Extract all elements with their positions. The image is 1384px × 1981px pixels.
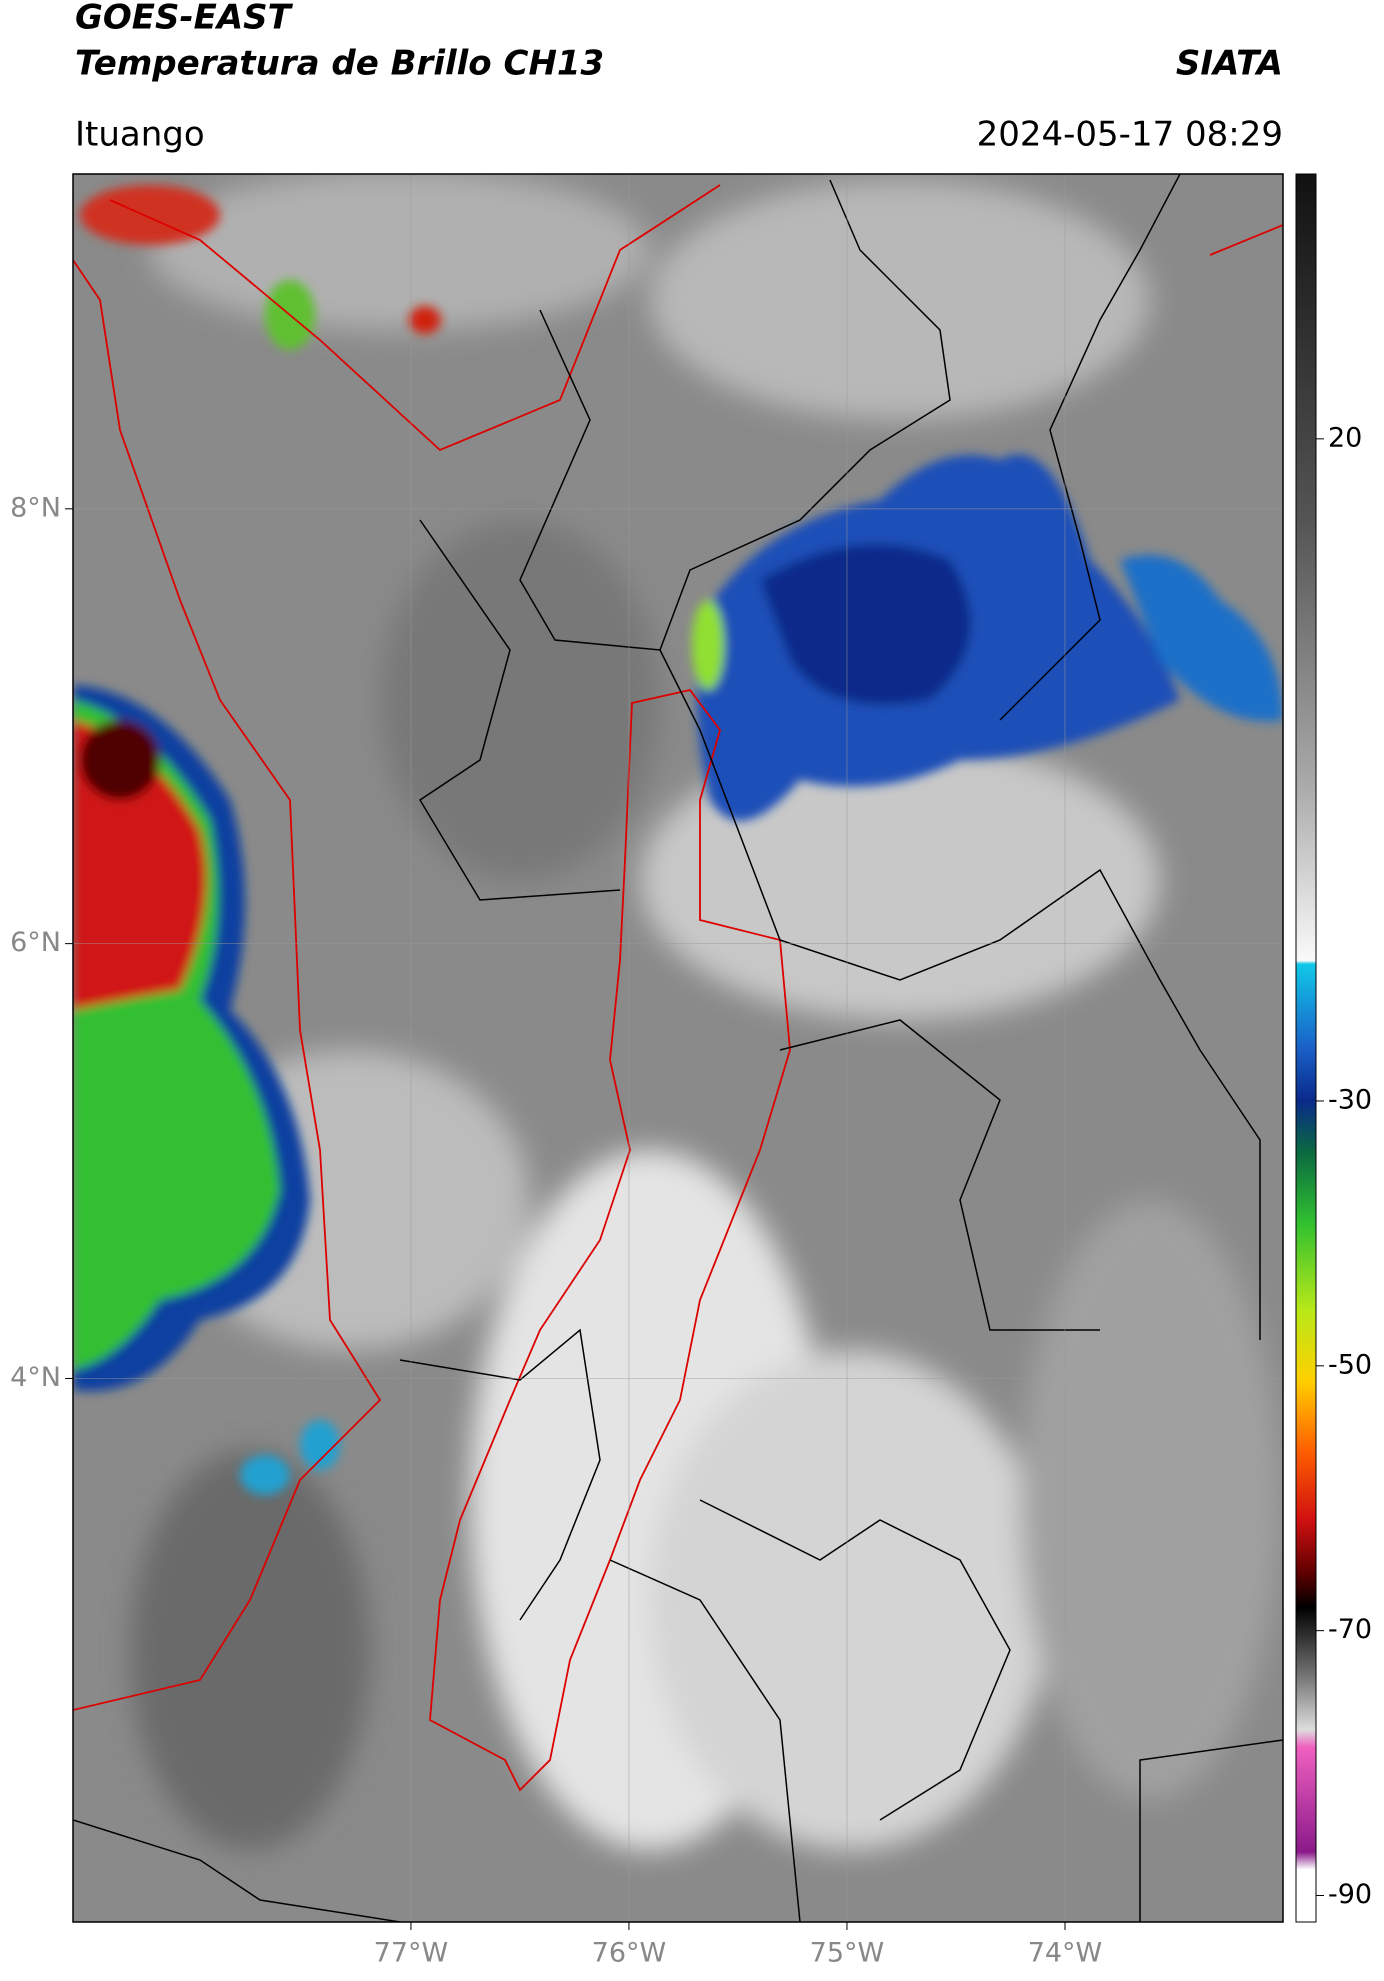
colorbar-tick-label: -50	[1328, 1349, 1372, 1380]
source: SIATA	[1176, 44, 1283, 84]
title: GOES-EAST	[75, 0, 294, 38]
x-tick-label: 76°W	[592, 1938, 667, 1969]
y-tick-label: 4°N	[10, 1362, 61, 1393]
map-frame	[72, 173, 1284, 1923]
y-tick-label: 8°N	[10, 492, 61, 523]
colorbar-axis: 20 -30 -50 -70 -90	[1316, 422, 1372, 1910]
location: Ituango	[75, 115, 205, 155]
imagery	[73, 174, 1283, 1922]
map-axes: 77°W 76°W 75°W 74°W 8°N 6°N 4°N	[10, 174, 1283, 1969]
colorbar-tick-label: -90	[1328, 1879, 1372, 1910]
region-outline	[73, 184, 1283, 1792]
colorbar-tick-label: -70	[1328, 1614, 1372, 1645]
datetime: 2024-05-17 08:29	[977, 115, 1283, 155]
x-tick-label: 77°W	[374, 1938, 449, 1969]
convection	[73, 185, 1283, 1495]
y-tick-label: 6°N	[10, 927, 61, 958]
boundaries	[73, 174, 1283, 1922]
colorbar-tick-label: 20	[1328, 422, 1362, 453]
subtitle: Temperatura de Brillo CH13	[75, 44, 604, 84]
x-tick-label: 74°W	[1028, 1938, 1103, 1969]
colorbar-tick-label: -30	[1328, 1084, 1372, 1115]
colorbar	[1295, 173, 1317, 1923]
x-tick-label: 75°W	[810, 1938, 885, 1969]
